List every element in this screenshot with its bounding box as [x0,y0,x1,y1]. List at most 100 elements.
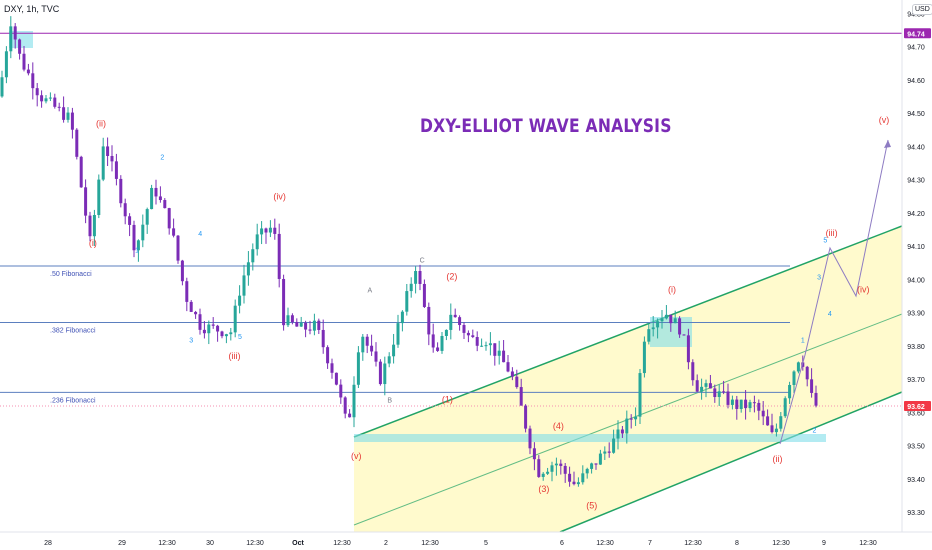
candle-body [590,463,594,469]
candle-body [75,129,79,157]
candle-body [132,224,136,251]
wave-label: (iv) [857,285,870,295]
wave-label: (ii) [773,454,783,464]
x-tick-label: 6 [560,540,564,547]
y-tick-label: 94.00 [907,277,925,284]
candle-body [770,425,774,433]
candle-body [524,405,528,429]
candle-body [717,391,721,398]
candle-body [686,335,690,363]
candle-body [519,387,523,406]
candle-body [532,448,536,460]
candle-body [18,39,22,54]
wave-label: 1 [801,337,805,344]
x-tick-label: 12:30 [859,540,877,547]
candle-body [202,329,206,334]
top-price-label: 94.74 [907,31,925,38]
candle-body [409,283,413,292]
candle-body [62,107,66,120]
candle-body [154,187,158,197]
channel-fill [354,226,902,532]
candle-body [0,77,4,97]
candle-body [233,305,237,333]
candle-body [251,249,255,263]
candle-body [356,352,360,385]
x-tick-label: 12:30 [158,540,176,547]
wave-label: (v) [351,451,362,461]
x-tick-label: 8 [735,540,739,547]
candle-body [400,311,404,324]
y-tick-label: 94.30 [907,178,925,185]
candle-body [453,314,457,318]
wave-label: 3 [189,337,193,344]
candle-body [92,215,96,237]
candle-body [422,283,426,307]
x-tick-label: 12:30 [772,540,790,547]
candle-body [572,481,576,485]
y-tick-label: 94.20 [907,211,925,218]
candle-body [642,341,646,374]
candle-body [343,397,347,414]
candle-body [242,275,246,296]
candle-body [436,347,440,351]
candle-body [735,399,739,409]
candle-body [638,373,642,417]
candle-body [163,200,167,209]
candle-body [796,362,800,372]
wave-label: 5 [823,238,827,245]
candle-body [141,224,145,241]
candle-body [598,453,602,465]
symbol-title[interactable]: DXY, 1h, TVC [4,4,60,14]
wave-label: 4 [198,231,202,238]
candle-body [392,344,396,357]
x-tick-label: 12:30 [684,540,702,547]
candle-body [550,465,554,472]
candle-body [383,363,387,385]
candle-body [713,388,717,398]
candle-body [211,324,215,326]
candle-body [128,216,132,225]
time-axis-bg [0,532,932,550]
candle-body [194,311,198,315]
wave-label: A [367,288,372,295]
candle-body [682,334,686,336]
candle-body [150,187,154,210]
candle-body [308,329,312,331]
candle-body [594,463,598,465]
candle-body [119,178,123,204]
candle-body [145,209,149,225]
candle-body [282,278,286,326]
wave-label: (5) [586,501,597,511]
candle-body [651,327,655,330]
candle-body [185,281,189,302]
x-tick-label: Oct [292,540,304,547]
candle-body [334,372,338,385]
candle-body [726,391,730,405]
wave-label: (i) [89,238,97,248]
wave-label: 4 [828,311,832,318]
wave-label: (i) [668,285,676,295]
candle-body [312,320,316,331]
candle-body [814,392,818,406]
candle-body [510,371,514,377]
y-tick-label: 93.80 [907,344,925,351]
candle-body [53,97,57,107]
candle-body [616,429,620,439]
currency-label[interactable]: USD [912,4,932,15]
x-tick-label: 5 [484,540,488,547]
candle-body [66,112,70,120]
candle-body [123,203,127,217]
candle-body [471,335,475,338]
candle-body [88,215,92,237]
candle-body [757,402,761,411]
wave-label: 2 [160,155,164,162]
candle-body [365,336,369,346]
wave-label: 5 [238,334,242,341]
y-tick-label: 94.10 [907,244,925,251]
y-tick-label: 94.60 [907,78,925,85]
candle-body [378,361,382,385]
candle-body [22,53,26,70]
candle-body [554,463,558,466]
candle-body [268,227,272,233]
